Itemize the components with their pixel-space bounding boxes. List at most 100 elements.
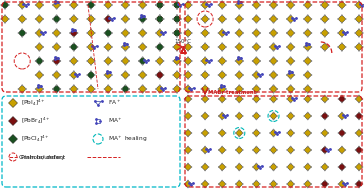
Circle shape [73, 8, 75, 10]
Circle shape [269, 98, 271, 100]
Polygon shape [173, 57, 181, 65]
Circle shape [221, 14, 223, 16]
Circle shape [124, 64, 126, 66]
Circle shape [358, 50, 360, 52]
Circle shape [273, 22, 274, 24]
Circle shape [56, 42, 58, 44]
Polygon shape [355, 95, 363, 103]
Circle shape [21, 14, 23, 16]
Circle shape [307, 180, 309, 181]
Circle shape [276, 18, 278, 20]
Circle shape [176, 64, 178, 66]
Circle shape [204, 57, 206, 58]
Circle shape [358, 36, 360, 38]
Circle shape [327, 183, 329, 185]
Circle shape [259, 132, 261, 134]
Circle shape [238, 36, 240, 38]
Circle shape [256, 0, 257, 2]
Circle shape [256, 14, 257, 16]
Circle shape [235, 88, 237, 90]
Circle shape [208, 60, 210, 62]
Circle shape [269, 166, 271, 168]
Circle shape [86, 18, 88, 20]
Circle shape [201, 88, 202, 90]
Circle shape [159, 57, 161, 58]
Circle shape [235, 18, 237, 20]
Circle shape [303, 46, 305, 48]
Circle shape [293, 18, 295, 20]
Circle shape [17, 88, 19, 90]
Circle shape [187, 136, 189, 137]
Polygon shape [53, 71, 60, 79]
Circle shape [107, 36, 109, 38]
Circle shape [59, 4, 61, 6]
Circle shape [218, 46, 219, 48]
Circle shape [307, 14, 309, 16]
Polygon shape [304, 85, 312, 93]
Circle shape [307, 92, 309, 94]
Circle shape [256, 36, 257, 38]
Circle shape [290, 180, 292, 181]
Polygon shape [253, 146, 260, 154]
Circle shape [76, 60, 78, 62]
Circle shape [128, 74, 130, 76]
Circle shape [290, 78, 292, 80]
Circle shape [304, 132, 305, 134]
Circle shape [145, 88, 147, 90]
Circle shape [86, 46, 88, 48]
Circle shape [290, 22, 292, 24]
Circle shape [225, 46, 227, 48]
Circle shape [176, 0, 178, 2]
Polygon shape [70, 1, 78, 9]
Circle shape [176, 57, 178, 58]
Circle shape [321, 183, 322, 185]
Circle shape [362, 4, 364, 6]
Circle shape [310, 88, 312, 90]
Polygon shape [201, 146, 209, 154]
Polygon shape [53, 15, 60, 23]
Polygon shape [321, 112, 328, 120]
Circle shape [86, 74, 88, 76]
Circle shape [173, 4, 174, 6]
Circle shape [338, 166, 339, 168]
Circle shape [320, 18, 322, 20]
Polygon shape [139, 29, 147, 37]
Circle shape [35, 60, 37, 62]
Polygon shape [269, 43, 277, 51]
Circle shape [242, 74, 244, 76]
Circle shape [276, 132, 278, 134]
Circle shape [56, 92, 58, 94]
Circle shape [252, 132, 254, 134]
Circle shape [324, 112, 326, 113]
Circle shape [293, 46, 295, 48]
Polygon shape [87, 43, 95, 51]
Circle shape [163, 4, 165, 6]
Circle shape [238, 163, 240, 164]
Polygon shape [35, 85, 43, 93]
Circle shape [73, 36, 75, 38]
Circle shape [256, 101, 257, 103]
Circle shape [145, 46, 147, 48]
Circle shape [107, 42, 109, 44]
Polygon shape [252, 15, 260, 23]
Circle shape [273, 57, 274, 58]
Circle shape [180, 18, 182, 20]
Polygon shape [156, 57, 164, 65]
Circle shape [304, 98, 305, 100]
Circle shape [341, 36, 343, 38]
Circle shape [8, 18, 9, 20]
Polygon shape [269, 1, 277, 9]
Circle shape [321, 132, 322, 134]
Polygon shape [173, 1, 181, 9]
Polygon shape [184, 43, 192, 51]
Circle shape [124, 50, 126, 52]
Circle shape [293, 132, 295, 134]
Circle shape [225, 88, 227, 90]
Circle shape [124, 0, 126, 2]
Circle shape [256, 136, 257, 137]
Circle shape [225, 32, 227, 34]
Polygon shape [235, 57, 243, 65]
Circle shape [86, 60, 88, 62]
Circle shape [218, 115, 219, 117]
Circle shape [173, 4, 174, 6]
